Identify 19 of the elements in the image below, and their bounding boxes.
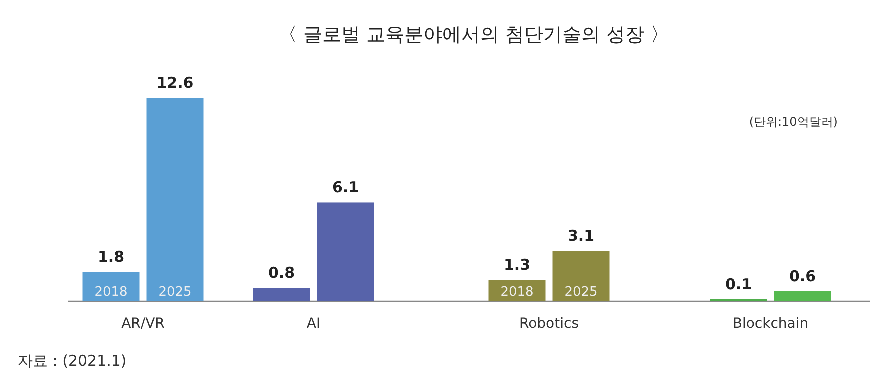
data-label: 1.8	[98, 248, 125, 266]
chart-title: 〈 글로벌 교육분야에서의 첨단기술의 성장 〉	[278, 24, 670, 46]
data-label: 3.1	[568, 227, 595, 246]
x-tick-label: AI	[306, 316, 321, 332]
data-label: 1.3	[504, 256, 531, 274]
data-label: 0.1	[725, 275, 752, 294]
series-label: 2018	[94, 285, 128, 300]
data-label: 0.6	[789, 267, 816, 286]
text: 2025	[564, 285, 598, 300]
text: 자료 : (2021.1)	[18, 352, 127, 370]
x-tick-label: AR/VR	[122, 316, 166, 332]
data-label: 12.6	[156, 74, 194, 92]
x-tick-label: Blockchain	[732, 316, 809, 332]
x-tick-label: Robotics	[520, 316, 579, 332]
series-label: 2025	[158, 285, 192, 300]
data-label: 0.8	[268, 264, 296, 282]
text: 2018	[500, 285, 534, 300]
annotation: (단위:10억달러)	[749, 115, 838, 129]
data-label: 6.1	[332, 178, 360, 197]
